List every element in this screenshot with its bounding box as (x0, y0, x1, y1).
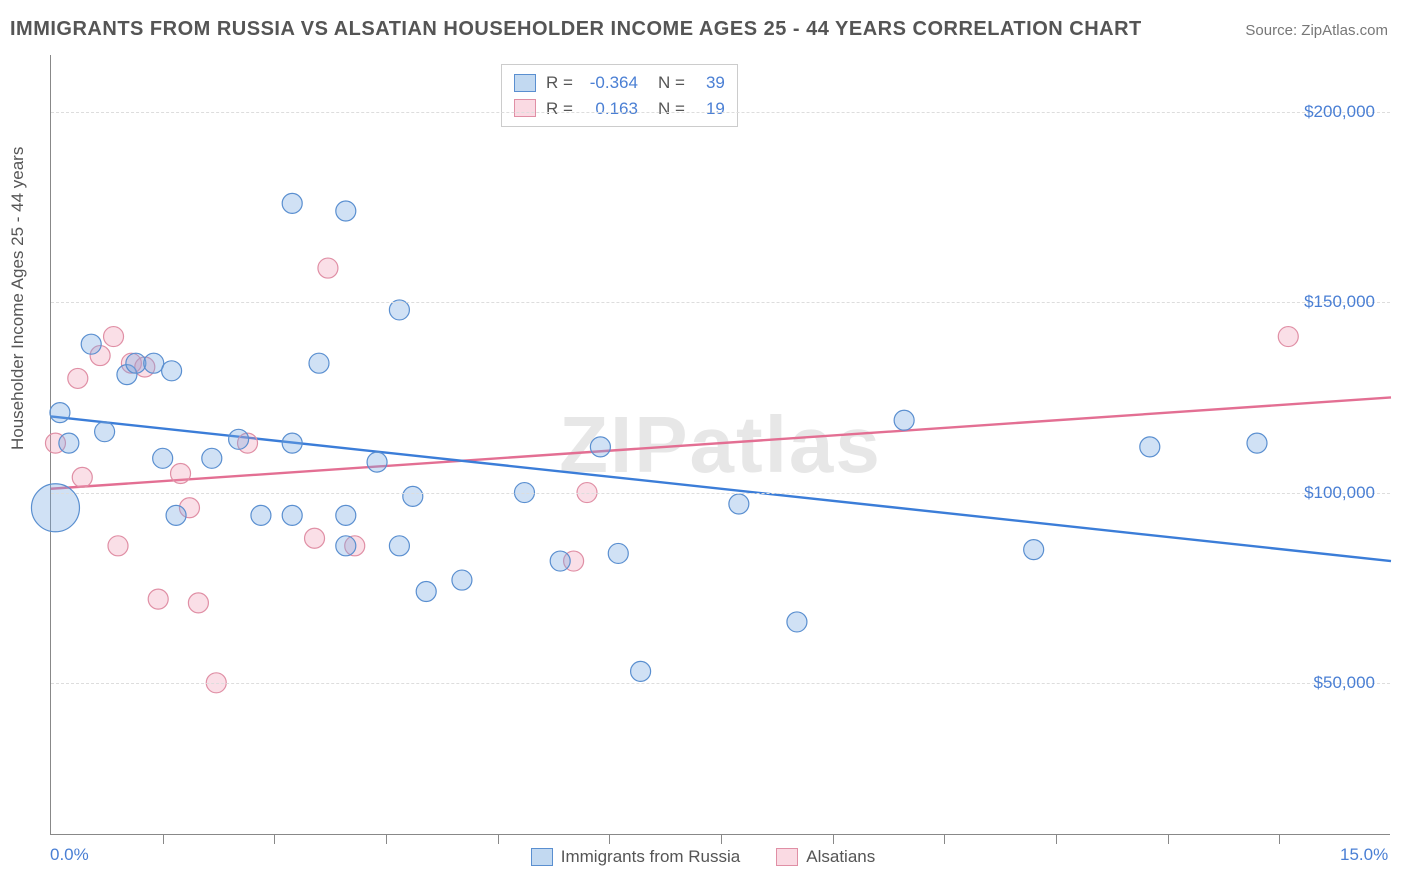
y-tick-label: $200,000 (1304, 102, 1375, 122)
blue-point[interactable] (367, 452, 387, 472)
pink-point[interactable] (68, 368, 88, 388)
chart-title: IMMIGRANTS FROM RUSSIA VS ALSATIAN HOUSE… (10, 18, 1142, 41)
blue-point[interactable] (787, 612, 807, 632)
blue-point[interactable] (126, 353, 146, 373)
source-link[interactable]: ZipAtlas.com (1301, 22, 1388, 39)
pink-point[interactable] (171, 464, 191, 484)
blue-point[interactable] (202, 448, 222, 468)
blue-point[interactable] (894, 410, 914, 430)
blue-point[interactable] (95, 422, 115, 442)
pink-point[interactable] (108, 536, 128, 556)
blue-point[interactable] (403, 486, 423, 506)
blue-point[interactable] (452, 570, 472, 590)
x-tick (1279, 834, 1280, 844)
x-tick (274, 834, 275, 844)
blue-point[interactable] (50, 403, 70, 423)
blue-point[interactable] (81, 334, 101, 354)
blue-point[interactable] (309, 353, 329, 373)
pink-point[interactable] (188, 593, 208, 613)
source-label: Source: ZipAtlas.com (1245, 22, 1388, 39)
x-tick (1056, 834, 1057, 844)
legend-series-label: Alsatians (806, 847, 875, 867)
x-tick (386, 834, 387, 844)
legend-bottom: Immigrants from Russia Alsatians (0, 847, 1406, 871)
gridline-h (51, 493, 1390, 494)
legend-swatch-blue (531, 848, 553, 866)
gridline-h (51, 302, 1390, 303)
y-tick-label: $100,000 (1304, 483, 1375, 503)
gridline-h (51, 112, 1390, 113)
blue-point[interactable] (1247, 433, 1267, 453)
x-tick (944, 834, 945, 844)
pink-point[interactable] (148, 589, 168, 609)
blue-point[interactable] (162, 361, 182, 381)
pink-point[interactable] (318, 258, 338, 278)
blue-point[interactable] (282, 505, 302, 525)
pink-point[interactable] (104, 327, 124, 347)
blue-point[interactable] (1024, 540, 1044, 560)
x-tick (721, 834, 722, 844)
blue-point[interactable] (1140, 437, 1160, 457)
y-tick-label: $150,000 (1304, 292, 1375, 312)
y-axis-label: Householder Income Ages 25 - 44 years (8, 147, 28, 450)
blue-point[interactable] (336, 536, 356, 556)
legend-item: Immigrants from Russia (531, 847, 740, 867)
gridline-h (51, 683, 1390, 684)
legend-series-label: Immigrants from Russia (561, 847, 740, 867)
blue-point[interactable] (590, 437, 610, 457)
blue-point[interactable] (282, 193, 302, 213)
blue-point[interactable] (336, 505, 356, 525)
chart-plot-area: ZIPatlas R =-0.364N =39R =0.163N =19 $50… (50, 55, 1390, 835)
pink-point[interactable] (72, 467, 92, 487)
pink-point[interactable] (1278, 327, 1298, 347)
blue-point[interactable] (729, 494, 749, 514)
x-tick (163, 834, 164, 844)
blue-point[interactable] (282, 433, 302, 453)
blue-point[interactable] (608, 543, 628, 563)
pink-point[interactable] (305, 528, 325, 548)
blue-point[interactable] (144, 353, 164, 373)
x-tick (498, 834, 499, 844)
y-tick-label: $50,000 (1314, 673, 1375, 693)
blue-point[interactable] (251, 505, 271, 525)
blue-point[interactable] (550, 551, 570, 571)
blue-point[interactable] (59, 433, 79, 453)
blue-point[interactable] (153, 448, 173, 468)
blue-point[interactable] (389, 536, 409, 556)
blue-point[interactable] (631, 661, 651, 681)
x-tick (833, 834, 834, 844)
legend-item: Alsatians (776, 847, 875, 867)
blue-point[interactable] (416, 581, 436, 601)
x-tick (609, 834, 610, 844)
blue-point[interactable] (166, 505, 186, 525)
blue-point[interactable] (31, 484, 79, 532)
blue-point[interactable] (229, 429, 249, 449)
source-prefix: Source: (1245, 22, 1301, 39)
chart-svg (51, 55, 1390, 834)
x-tick (1168, 834, 1169, 844)
blue-point[interactable] (336, 201, 356, 221)
legend-swatch-pink (776, 848, 798, 866)
